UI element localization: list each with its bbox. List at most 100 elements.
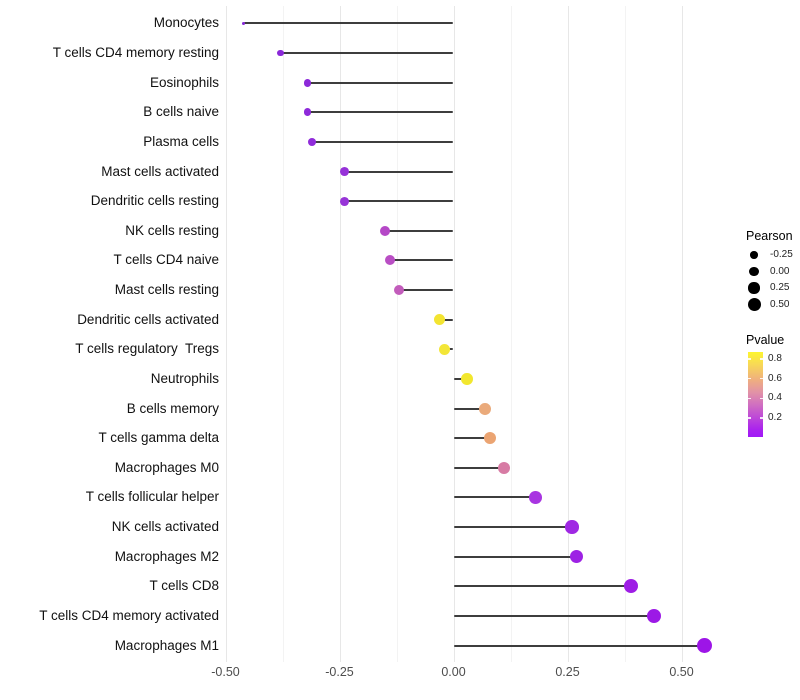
gridline-minor (624, 6, 626, 662)
legend-color-tick-mark (760, 377, 763, 380)
lollipop-stem (453, 466, 504, 469)
y-axis-label: T cells follicular helper (85, 489, 219, 505)
lollipop-stem (344, 200, 454, 203)
legend-size-dot (749, 266, 759, 277)
y-axis-label: Macrophages M0 (114, 459, 219, 475)
y-axis-label: T cells gamma delta (98, 430, 219, 446)
legend-color-tick-label: 0.6 (768, 372, 782, 384)
gridline-minor (396, 6, 398, 662)
lollipop-stem (344, 170, 454, 173)
lollipop-dot (303, 108, 312, 117)
lollipop-stem (453, 585, 632, 588)
lollipop-dot (434, 314, 446, 326)
lollipop-dot (339, 167, 349, 176)
lollipop-dot (479, 402, 492, 415)
lollipop-stem (307, 111, 454, 114)
legend-color-tick-mark (748, 417, 751, 419)
legend-color-title: Pvalue (746, 333, 785, 347)
lollipop-dot (646, 608, 662, 624)
gridline-minor (510, 6, 512, 662)
y-axis-label: Mast cells resting (114, 282, 219, 298)
legend-size-dot (748, 282, 760, 294)
lollipop-dot (384, 255, 395, 266)
lollipop-dot (276, 49, 284, 57)
y-axis-label: T cells CD4 naive (113, 252, 219, 268)
gridline-major (567, 6, 569, 662)
gridline-minor (282, 6, 284, 662)
lollipop-dot (565, 520, 579, 534)
x-tick-label: -0.25 (325, 665, 354, 679)
y-axis-label: T cells CD8 (149, 578, 219, 594)
lollipop-stem (453, 377, 468, 380)
y-axis-label: Plasma cells (143, 133, 219, 149)
legend-color-tick-label: 0.4 (768, 392, 782, 404)
lollipop-dot (308, 137, 317, 146)
lollipop-stem (398, 289, 454, 292)
y-axis-label: NK cells resting (125, 222, 219, 238)
x-tick-label: 0.50 (669, 665, 694, 679)
gridline-major (339, 6, 341, 662)
gridline-major (681, 6, 683, 662)
legend-color-tick-label: 0.8 (768, 352, 782, 364)
lollipop-dot (461, 373, 473, 385)
y-axis-label: Macrophages M2 (114, 548, 219, 564)
legend-color-tick-mark (760, 397, 763, 400)
legend-size-label: 0.00 (770, 265, 790, 277)
lollipop-stem (453, 526, 573, 529)
lollipop-dot (380, 225, 391, 236)
legend-color-tick-mark (760, 358, 763, 360)
legend-color-tick-mark (748, 358, 751, 360)
lollipop-dot (696, 638, 712, 654)
legend-color-tick-mark (748, 397, 751, 400)
y-axis-label: Monocytes (153, 15, 219, 31)
lollipop-dot (242, 21, 246, 26)
legend-color-tick-label: 0.2 (768, 412, 782, 424)
y-axis-label: NK cells activated (111, 519, 219, 535)
y-axis-label: Dendritic cells activated (77, 311, 219, 327)
y-axis-label: Neutrophils (150, 370, 219, 386)
lollipop-dot (303, 78, 312, 87)
y-axis-label: T cells CD4 memory activated (39, 608, 219, 623)
lollipop-stem (439, 318, 454, 321)
legend-size-dot (747, 298, 761, 311)
lollipop-stem (453, 407, 486, 410)
lollipop-stem (453, 496, 536, 499)
y-axis-label: Dendritic cells resting (90, 193, 219, 209)
x-tick-label: 0.25 (555, 665, 580, 679)
lollipop-dot (393, 284, 404, 296)
legend-size-label: 0.25 (770, 282, 790, 293)
gridline-major (453, 6, 455, 662)
lollipop-dot (339, 196, 349, 206)
lollipop-stem (243, 22, 454, 25)
lollipop-stem (312, 140, 454, 143)
y-axis-label: Eosinophils (149, 74, 219, 90)
lollipop-dot (438, 343, 450, 355)
lollipop-stem (453, 437, 490, 440)
lollipop-dot (569, 550, 584, 564)
legend-size-title: Pearson (746, 229, 793, 243)
x-tick-label: 0.00 (441, 665, 466, 679)
lollipop-stem (453, 615, 655, 617)
y-axis-label: B cells naive (143, 104, 219, 120)
lollipop-stem (280, 52, 454, 55)
y-axis-label: Mast cells activated (101, 163, 219, 179)
legend-size-label: -0.25 (770, 249, 793, 260)
legend-size-dot (750, 251, 758, 259)
legend-size-label: 0.50 (770, 298, 790, 310)
lollipop-dot (624, 579, 639, 594)
x-tick-label: -0.50 (211, 665, 240, 679)
y-axis-label: Macrophages M1 (114, 637, 219, 653)
legend-color-gradient-bar (748, 352, 763, 437)
gridline-major (225, 6, 227, 662)
lollipop-stem (385, 229, 454, 232)
lollipop-stem (389, 259, 454, 262)
lollipop-dot (483, 432, 496, 445)
lollipop-stem (453, 644, 705, 647)
y-axis-label: B cells memory (126, 400, 219, 416)
legend-color-tick-mark (748, 377, 751, 380)
legend-color-tick-mark (760, 417, 763, 419)
lollipop-stem (307, 81, 454, 84)
lollipop-dot (497, 461, 510, 474)
lollipop-stem (453, 555, 577, 558)
